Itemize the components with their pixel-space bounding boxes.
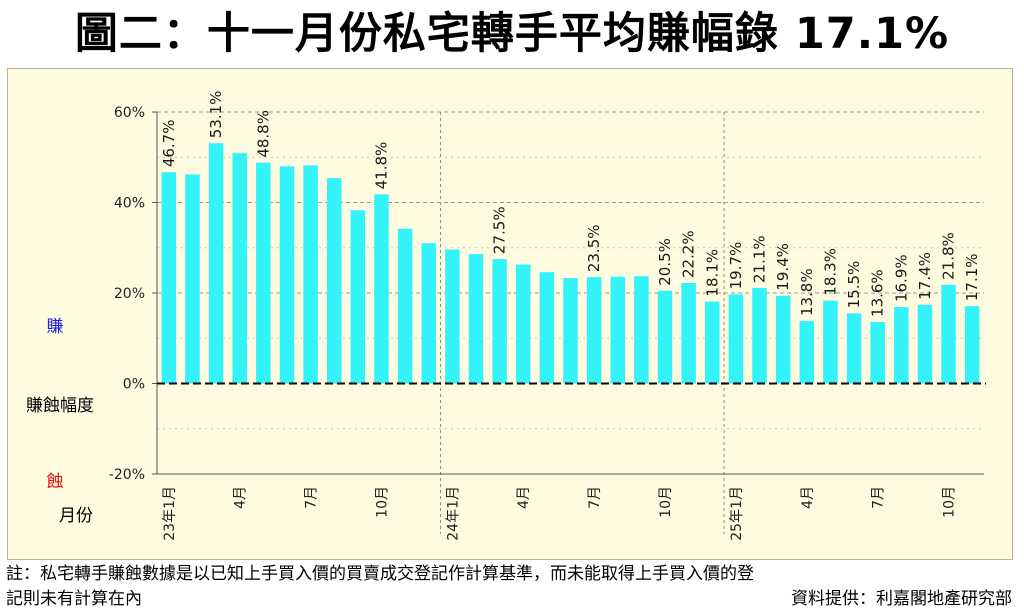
data-label: 19.4% [774,243,792,291]
bar [232,153,247,384]
data-label: 18.3% [821,248,839,296]
x-tick-label: 7月 [304,486,320,509]
data-label: 19.7% [727,242,745,290]
footnote-line-1: 註：私宅轉手賺蝕數據是以已知上手買入價的買賣成交登記作計算基準，而未能取得上手買… [6,564,754,584]
loss-label: 蝕 [47,472,64,492]
bar [728,294,744,384]
bar [941,284,956,384]
x-tick-label: 7月 [871,486,887,509]
y-tick-label: -20% [109,467,145,483]
bar [492,259,507,384]
x-tick-label: 4月 [800,486,816,509]
bar [515,264,531,384]
data-label: 18.1% [703,249,721,297]
data-label: 15.5% [845,261,863,309]
x-tick-label: 10月 [658,486,674,518]
bar [350,210,366,384]
bar [610,276,626,384]
bar [397,228,413,384]
bar [256,162,271,384]
y-tick-label: 0% [123,377,145,393]
bar [208,143,224,384]
data-label: 53.1% [207,91,225,139]
bar [657,290,673,384]
bar [468,254,484,384]
chart-panel: 60% 40% 20% 0% -20% 46.7% 53.1% 48.8% 41.8% 27.5%… [7,68,1013,560]
bar [752,288,767,384]
data-label: 16.9% [892,254,910,302]
bar [421,243,436,384]
data-label: 23.5% [585,225,603,273]
data-label: 13.8% [798,268,816,316]
bar [894,307,909,384]
data-source-credit: 資料提供：利嘉閣地產研究部 [791,589,1012,609]
bar [634,276,649,384]
bar [775,295,791,384]
chart-plot: 60% 40% 20% 0% -20% 46.7% 53.1% 48.8% 41.8% 27.5%… [26,91,986,541]
data-label: 27.5% [491,206,509,254]
bar [279,166,295,384]
data-label: 46.7% [160,120,178,168]
bar [870,321,885,384]
y-tick-label: 20% [114,286,145,302]
data-label: 20.5% [656,238,674,286]
bar [326,178,342,384]
x-tick-label: 24年1月 [445,486,461,541]
x-axis-title: 月份 [59,506,93,526]
data-label: 22.2% [680,230,698,278]
data-label: 21.1% [751,235,769,283]
y-tick-label: 40% [114,196,145,212]
data-label: 17.4% [916,252,934,300]
bar [705,301,720,384]
footnote-line-2: 記則未有計算在內 [6,589,142,609]
x-tick-label: 10月 [374,486,390,518]
bar [586,277,602,384]
bar [539,272,555,384]
x-tick-label: 4月 [516,486,532,509]
bar [823,300,838,384]
x-tick-label: 25年1月 [729,486,745,541]
bar [799,321,815,384]
x-tick-label: 10月 [942,486,958,518]
x-tick-label: 4月 [233,486,249,509]
bar [185,174,200,384]
bar [445,249,460,384]
chart-title: 圖二：十一月份私宅轉手平均賺幅錄 17.1% [74,9,950,59]
bar [846,313,862,384]
y-tick-label: 60% [114,105,145,121]
data-label: 13.6% [869,269,887,317]
bar [964,306,980,384]
bar [917,304,933,384]
bar [563,278,578,384]
x-tick-label: 23年1月 [162,486,178,541]
y-axis-title: 賺蝕幅度 [26,396,94,416]
data-label: 21.8% [940,232,958,280]
gain-label: 賺 [47,317,64,337]
x-tick-label: 7月 [587,486,603,509]
bar [681,283,696,384]
data-label: 41.8% [372,142,390,190]
data-label: 17.1% [963,253,981,301]
bar [303,165,318,384]
bar [374,194,389,384]
data-label: 48.8% [254,110,272,158]
bar [161,172,177,384]
